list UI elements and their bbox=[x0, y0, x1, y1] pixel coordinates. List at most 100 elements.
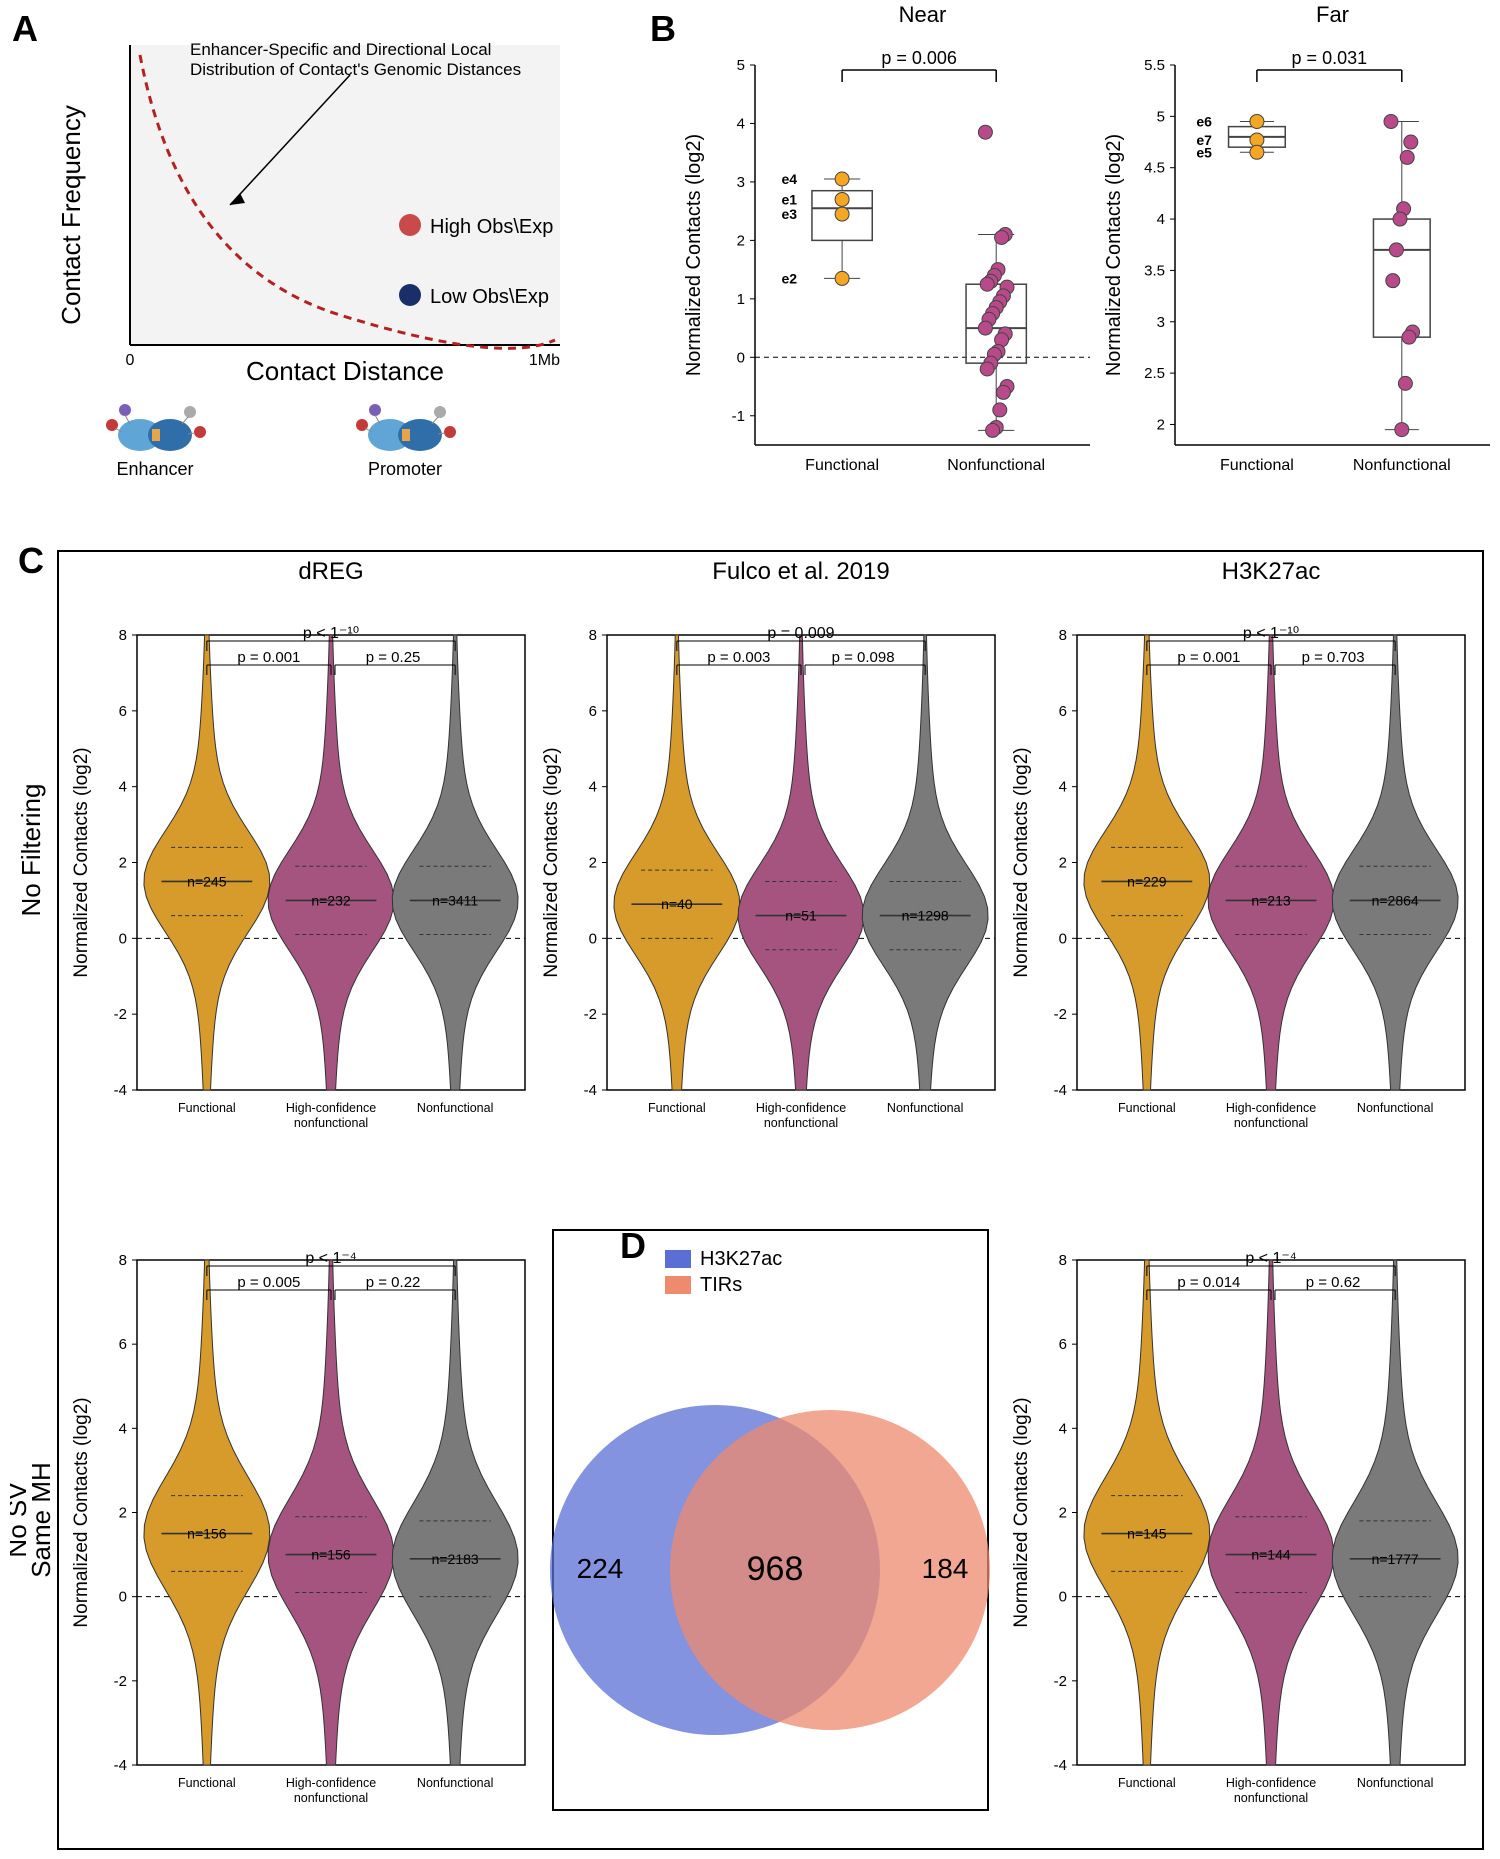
svg-text:-4: -4 bbox=[1054, 1757, 1067, 1774]
svg-text:6: 6 bbox=[1059, 1336, 1067, 1353]
svg-text:-2: -2 bbox=[1054, 1006, 1067, 1023]
svg-text:nonfunctional: nonfunctional bbox=[294, 1116, 368, 1130]
svg-text:Functional: Functional bbox=[648, 1101, 706, 1115]
svg-text:Nonfunctional: Nonfunctional bbox=[1357, 1776, 1433, 1790]
violin-dreg-nofilter: dREG-4-202468Normalized Contacts (log2)n… bbox=[65, 555, 535, 1175]
svg-text:6: 6 bbox=[119, 703, 127, 720]
panel-d-svg: H3K27ac TIRs 224 968 184 bbox=[545, 1200, 995, 1820]
svg-text:p = 0.006: p = 0.006 bbox=[881, 48, 957, 68]
svg-text:8: 8 bbox=[589, 627, 597, 644]
svg-text:Enhancer: Enhancer bbox=[116, 459, 193, 479]
svg-text:Near: Near bbox=[899, 2, 947, 27]
svg-text:-2: -2 bbox=[114, 1006, 127, 1023]
svg-text:4: 4 bbox=[119, 779, 127, 796]
svg-text:2: 2 bbox=[589, 855, 597, 872]
svg-text:5.5: 5.5 bbox=[1144, 57, 1165, 74]
svg-text:nonfunctional: nonfunctional bbox=[764, 1116, 838, 1130]
svg-text:2: 2 bbox=[119, 855, 127, 872]
svg-text:Nonfunctional: Nonfunctional bbox=[887, 1101, 963, 1115]
svg-text:Functional: Functional bbox=[1220, 457, 1294, 474]
svg-text:High-confidence: High-confidence bbox=[1226, 1776, 1316, 1790]
svg-text:n=213: n=213 bbox=[1251, 892, 1291, 908]
svg-text:-1: -1 bbox=[732, 408, 745, 425]
svg-text:High-confidence: High-confidence bbox=[286, 1101, 376, 1115]
svg-text:p < 1⁻⁴: p < 1⁻⁴ bbox=[1245, 1250, 1296, 1267]
svg-text:High-confidence: High-confidence bbox=[756, 1101, 846, 1115]
svg-text:p = 0.001: p = 0.001 bbox=[237, 649, 300, 666]
svg-text:0: 0 bbox=[126, 352, 135, 369]
svg-text:-2: -2 bbox=[1054, 1673, 1067, 1690]
svg-text:p = 0.25: p = 0.25 bbox=[366, 649, 421, 666]
svg-text:Functional: Functional bbox=[178, 1776, 236, 1790]
svg-text:Normalized Contacts (log2): Normalized Contacts (log2) bbox=[1103, 134, 1125, 376]
panel-a-label: A bbox=[12, 8, 38, 50]
panel-b-far-svg: Far22.533.544.555.5Normalized Contacts (… bbox=[1100, 0, 1500, 510]
panel-a-svg: Enhancer-Specific and Directional Local … bbox=[40, 15, 640, 515]
svg-text:0: 0 bbox=[1059, 930, 1067, 947]
svg-text:Normalized Contacts (log2): Normalized Contacts (log2) bbox=[683, 134, 705, 376]
svg-text:TIRs: TIRs bbox=[700, 1274, 742, 1296]
svg-text:0: 0 bbox=[119, 1589, 127, 1606]
svg-text:Fulco et al. 2019: Fulco et al. 2019 bbox=[712, 558, 889, 585]
svg-text:6: 6 bbox=[589, 703, 597, 720]
svg-text:nonfunctional: nonfunctional bbox=[1234, 1116, 1308, 1130]
svg-text:Same MH: Same MH bbox=[26, 1462, 56, 1578]
svg-text:2: 2 bbox=[1059, 855, 1067, 872]
svg-text:n=229: n=229 bbox=[1127, 873, 1167, 889]
violin-fulco-nofilter: Fulco et al. 2019-4-202468Normalized Con… bbox=[535, 555, 1005, 1175]
svg-text:n=51: n=51 bbox=[785, 908, 817, 924]
svg-text:p = 0.031: p = 0.031 bbox=[1292, 48, 1368, 68]
svg-text:0: 0 bbox=[737, 349, 745, 366]
svg-text:e2: e2 bbox=[782, 270, 798, 286]
svg-text:H3K27ac: H3K27ac bbox=[1222, 558, 1321, 585]
svg-text:Normalized Contacts (log2): Normalized Contacts (log2) bbox=[71, 747, 92, 977]
svg-text:nonfunctional: nonfunctional bbox=[1234, 1791, 1308, 1805]
svg-text:High-confidence: High-confidence bbox=[1226, 1101, 1316, 1115]
svg-text:Functional: Functional bbox=[1118, 1101, 1176, 1115]
svg-text:e1: e1 bbox=[782, 191, 798, 207]
svg-text:8: 8 bbox=[119, 1252, 127, 1269]
svg-text:0: 0 bbox=[119, 930, 127, 947]
svg-text:n=1777: n=1777 bbox=[1372, 1551, 1419, 1567]
svg-text:-4: -4 bbox=[1054, 1082, 1067, 1099]
svg-text:Functional: Functional bbox=[805, 457, 879, 474]
svg-text:Nonfunctional: Nonfunctional bbox=[1353, 457, 1451, 474]
svg-text:4: 4 bbox=[1059, 779, 1067, 796]
svg-text:2: 2 bbox=[119, 1505, 127, 1522]
svg-text:p = 0.22: p = 0.22 bbox=[366, 1274, 421, 1291]
svg-text:p < 1⁻¹⁰: p < 1⁻¹⁰ bbox=[303, 625, 359, 642]
svg-text:-4: -4 bbox=[114, 1757, 127, 1774]
svg-text:p = 0.703: p = 0.703 bbox=[1302, 649, 1365, 666]
svg-text:8: 8 bbox=[1059, 627, 1067, 644]
svg-text:8: 8 bbox=[119, 627, 127, 644]
svg-text:968: 968 bbox=[747, 1550, 804, 1588]
svg-text:n=40: n=40 bbox=[661, 896, 693, 912]
violin-dreg-nosv: -4-202468Normalized Contacts (log2)n=156… bbox=[65, 1180, 535, 1850]
svg-text:-2: -2 bbox=[584, 1006, 597, 1023]
svg-text:Normalized Contacts (log2): Normalized Contacts (log2) bbox=[71, 1397, 92, 1627]
svg-text:4: 4 bbox=[119, 1420, 127, 1437]
svg-text:2: 2 bbox=[1059, 1505, 1067, 1522]
svg-text:Contact Distance: Contact Distance bbox=[246, 356, 444, 386]
svg-text:Functional: Functional bbox=[178, 1101, 236, 1115]
svg-text:n=156: n=156 bbox=[187, 1526, 227, 1542]
svg-text:nonfunctional: nonfunctional bbox=[294, 1791, 368, 1805]
svg-text:2.5: 2.5 bbox=[1144, 365, 1165, 382]
svg-text:p = 0.003: p = 0.003 bbox=[707, 649, 770, 666]
svg-text:0: 0 bbox=[589, 930, 597, 947]
svg-text:-4: -4 bbox=[584, 1082, 597, 1099]
panel-b-near-svg: Near-1012345Normalized Contacts (log2)p … bbox=[680, 0, 1100, 510]
svg-text:n=245: n=245 bbox=[187, 873, 227, 889]
svg-text:1: 1 bbox=[737, 291, 745, 308]
svg-text:p = 0.009: p = 0.009 bbox=[767, 625, 834, 642]
svg-text:Normalized Contacts (log2): Normalized Contacts (log2) bbox=[1011, 747, 1032, 977]
svg-text:Distribution of Contact's Geno: Distribution of Contact's Genomic Distan… bbox=[190, 60, 521, 79]
svg-text:Nonfunctional: Nonfunctional bbox=[417, 1101, 493, 1115]
svg-text:n=144: n=144 bbox=[1251, 1547, 1291, 1563]
svg-text:Enhancer-Specific and Directio: Enhancer-Specific and Directional Local bbox=[190, 40, 491, 59]
svg-text:Nonfunctional: Nonfunctional bbox=[1357, 1101, 1433, 1115]
svg-text:1Mb: 1Mb bbox=[529, 352, 560, 369]
svg-text:6: 6 bbox=[1059, 703, 1067, 720]
svg-text:6: 6 bbox=[119, 1336, 127, 1353]
svg-text:p = 0.001: p = 0.001 bbox=[1177, 649, 1240, 666]
